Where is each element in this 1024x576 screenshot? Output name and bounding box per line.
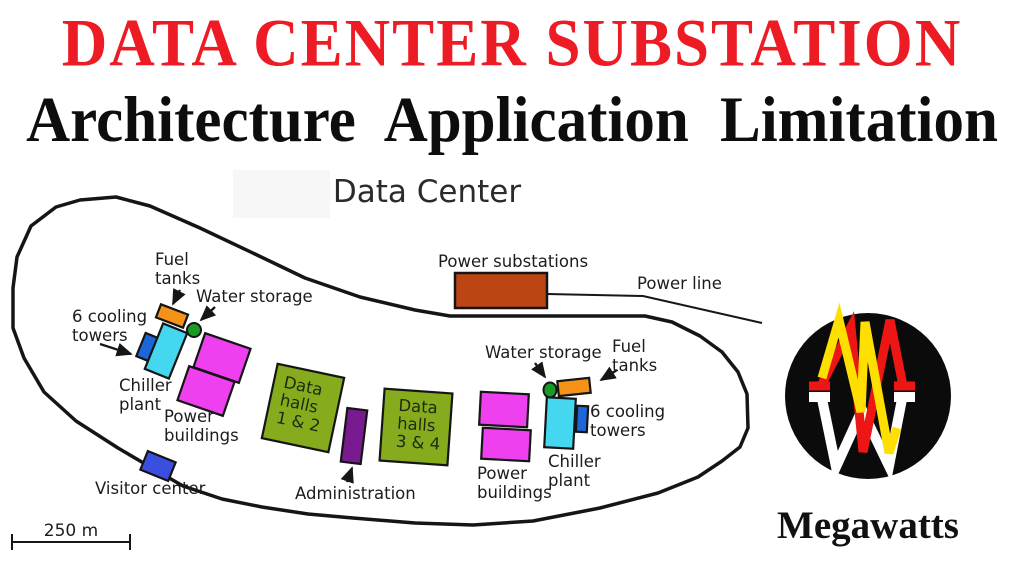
water-storage-left-arrow <box>199 305 217 322</box>
diagram-title: Data Center <box>333 174 521 210</box>
chiller-plant-left <box>143 321 189 381</box>
water-storage-left <box>186 322 202 338</box>
visitor-center-label: Visitor center <box>95 479 206 498</box>
water-storage-right-arrow <box>531 361 547 379</box>
logo-m-yellow <box>817 302 902 455</box>
fuel-tanks-left-label-2: tanks <box>155 269 200 288</box>
data-halls-3-4-label: Data halls 3 & 4 <box>395 396 441 454</box>
water-storage-right <box>542 381 558 399</box>
water-storage-left-label: Water storage <box>196 287 313 306</box>
power-buildings-right-label-1: Power <box>477 464 527 483</box>
main-title: DATA CENTER SUBSTATION <box>61 5 963 81</box>
administration-building <box>339 406 369 466</box>
power-building-right-2 <box>480 426 532 463</box>
power-building-right-1 <box>477 390 530 429</box>
subtitle: Architecture Application Limitation <box>26 85 998 157</box>
power-substations-building <box>453 271 549 310</box>
cooling-towers-left-label-1: 6 cooling <box>72 307 147 326</box>
fuel-tanks-left-label-1: Fuel <box>155 250 189 269</box>
data-halls-3-4-label-1: Data <box>398 396 439 418</box>
administration-arrow <box>340 466 354 484</box>
cooling-towers-left-arrow <box>99 342 133 357</box>
cooling-towers-right <box>574 404 590 434</box>
scale-bar: 250 m <box>11 521 131 550</box>
power-substations-label: Power substations <box>438 252 588 271</box>
power-buildings-left-label-1: Power <box>164 407 214 426</box>
fuel-tanks-left-arrow <box>171 288 186 306</box>
data-halls-3-4-building <box>378 387 454 467</box>
data-halls-3-4-label-2: halls <box>397 414 437 436</box>
cooling-towers-right-label-1: 6 cooling <box>590 402 665 421</box>
fuel-tanks-right-label-2: tanks <box>612 356 657 375</box>
brand-name: Megawatts <box>777 504 959 547</box>
scale-label: 250 m <box>44 521 98 541</box>
site-boundary-outline <box>11 195 750 527</box>
data-halls-3-4-label-3: 3 & 4 <box>395 432 441 454</box>
chiller-plant-left-label-2: plant <box>119 395 162 414</box>
administration-label: Administration <box>295 484 416 503</box>
fuel-tanks-right-arrow <box>599 366 618 381</box>
power-buildings-left-label-2: buildings <box>164 426 239 445</box>
power-buildings-right-label-2: buildings <box>477 483 552 502</box>
chiller-plant-right <box>543 396 577 450</box>
faint-background-patch <box>233 170 330 218</box>
fuel-tanks-right <box>556 376 592 398</box>
visitor-center-building <box>138 449 178 483</box>
chiller-plant-right-label-1: Chiller <box>548 452 601 471</box>
fuel-tanks-left <box>154 302 190 330</box>
power-building-left-2 <box>176 364 236 418</box>
water-storage-right-label: Water storage <box>485 343 602 362</box>
power-line-label: Power line <box>637 274 722 293</box>
cooling-towers-left-label-2: towers <box>72 326 128 345</box>
power-line <box>546 293 763 324</box>
cooling-towers-right-label-2: towers <box>590 421 646 440</box>
chiller-plant-right-label-2: plant <box>548 471 591 490</box>
fuel-tanks-right-label-1: Fuel <box>612 337 646 356</box>
chiller-plant-left-label-1: Chiller <box>119 376 172 395</box>
megawatts-logo <box>785 302 951 484</box>
data-halls-1-2-building <box>260 362 346 454</box>
